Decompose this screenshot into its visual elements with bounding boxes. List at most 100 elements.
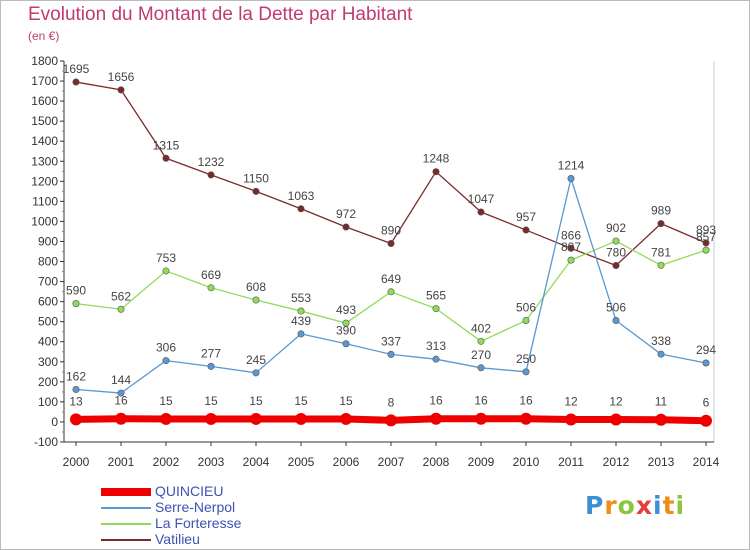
data-point (432, 355, 440, 363)
data-point (342, 223, 350, 231)
legend-label: La Forteresse (155, 515, 242, 531)
legend-swatch (101, 488, 151, 497)
data-label: 857 (696, 230, 716, 244)
data-label: 313 (426, 339, 446, 353)
legend-swatch (101, 507, 151, 510)
data-label: 1656 (108, 70, 135, 84)
data-point (162, 154, 170, 162)
y-tick-label: -100 (34, 435, 58, 449)
data-point (205, 412, 217, 425)
legend-swatch (101, 539, 151, 542)
logo-letter: r (604, 491, 618, 520)
y-tick-label: 1800 (31, 54, 58, 68)
data-point (160, 412, 172, 425)
data-point (702, 239, 710, 247)
data-point (430, 412, 442, 425)
x-tick-label: 2010 (513, 455, 540, 469)
logo-letter: i (653, 491, 663, 520)
y-tick-label: 400 (38, 335, 58, 349)
chart-title: Evolution du Montant de la Dette par Hab… (28, 4, 413, 25)
data-label: 245 (246, 353, 266, 367)
data-point (522, 226, 530, 234)
data-point (115, 412, 127, 425)
data-label: 144 (111, 373, 131, 387)
data-label: 270 (471, 348, 491, 362)
data-label: 1315 (153, 138, 180, 152)
x-tick-label: 2003 (198, 455, 225, 469)
x-tick-label: 2002 (153, 455, 180, 469)
data-point (702, 359, 710, 367)
data-label: 15 (294, 394, 308, 408)
data-point (567, 175, 575, 183)
data-label: 16 (519, 394, 533, 408)
logo-letter: x (635, 491, 653, 520)
data-point (700, 414, 712, 427)
data-point (432, 168, 440, 176)
data-label: 781 (651, 245, 671, 259)
logo-letter: i (675, 491, 686, 520)
data-point (655, 413, 667, 426)
data-point (72, 385, 80, 393)
data-point (207, 171, 215, 179)
data-label: 16 (474, 394, 488, 408)
data-label: 506 (516, 300, 536, 314)
data-label: 15 (339, 394, 353, 408)
data-point (252, 187, 260, 195)
data-label: 8 (388, 395, 395, 409)
data-label: 649 (381, 272, 401, 286)
data-point (657, 220, 665, 228)
data-point (297, 205, 305, 213)
x-tick-label: 2006 (333, 455, 360, 469)
data-label: 893 (696, 223, 716, 237)
x-tick-label: 2008 (423, 455, 450, 469)
data-label: 162 (66, 369, 86, 383)
x-tick-label: 2009 (468, 455, 495, 469)
data-point (612, 262, 620, 270)
y-tick-label: 700 (38, 275, 58, 289)
chart-subtitle: (en €) (28, 29, 60, 43)
data-point (207, 284, 215, 292)
x-tick-label: 2001 (108, 455, 135, 469)
data-point (117, 86, 125, 94)
data-label: 1695 (63, 62, 90, 76)
legend-label: QUINCIEU (155, 483, 224, 499)
data-label: 989 (651, 204, 671, 218)
data-label: 1214 (558, 159, 585, 173)
data-label: 16 (429, 394, 443, 408)
data-label: 669 (201, 268, 221, 282)
legend: QUINCIEU Serre-Nerpol La Forteresse Vatilie… (101, 483, 241, 547)
x-tick-label: 2005 (288, 455, 315, 469)
y-tick-label: 1000 (31, 214, 58, 228)
data-point (657, 261, 665, 269)
data-label: 439 (291, 314, 311, 328)
data-point (252, 369, 260, 377)
data-label: 562 (111, 289, 131, 303)
data-point (522, 368, 530, 376)
data-label: 390 (336, 324, 356, 338)
data-label: 972 (336, 207, 356, 221)
data-label: 590 (66, 284, 86, 298)
data-point (70, 413, 82, 426)
y-tick-label: 1200 (31, 174, 58, 188)
y-tick-label: 300 (38, 355, 58, 369)
data-label: 250 (516, 352, 536, 366)
data-point (295, 412, 307, 425)
y-tick-label: 1100 (32, 194, 58, 208)
data-point (72, 300, 80, 308)
data-point (567, 244, 575, 252)
data-label: 866 (561, 228, 581, 242)
proxiti-logo: Proxiti (585, 491, 685, 520)
data-labels-layer: 13 16 15 15 15 15 15 8 16 16 16 12 12 11 6 162 144 306 277… (63, 62, 717, 410)
data-label: 12 (609, 395, 623, 409)
data-label: 277 (201, 346, 221, 360)
data-point (340, 412, 352, 425)
data-label: 957 (516, 210, 536, 224)
data-label: 15 (204, 394, 218, 408)
y-tick-label: 1400 (31, 134, 58, 148)
y-tick-label: 900 (38, 234, 58, 248)
y-tick-label: 1500 (31, 114, 58, 128)
data-label: 11 (655, 395, 668, 409)
data-point (117, 389, 125, 397)
data-label: 1248 (423, 152, 450, 166)
